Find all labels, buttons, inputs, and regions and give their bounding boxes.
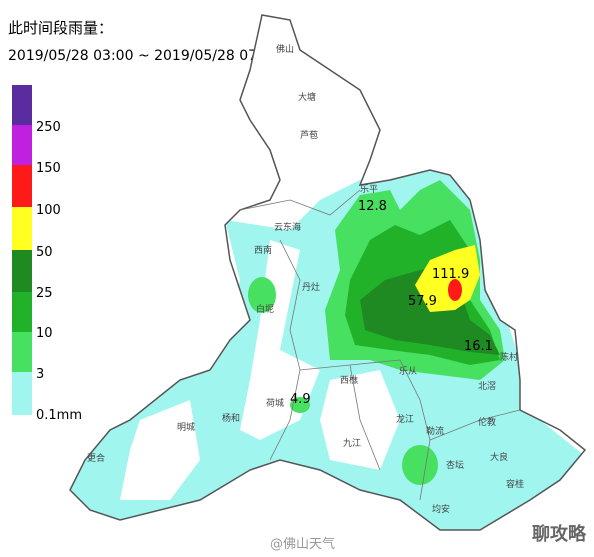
place-label: 龙江 — [396, 413, 414, 425]
place-label: 杏坛 — [446, 459, 464, 471]
rain-readings: 12.8 111.9 57.9 16.1 4.9 — [290, 199, 493, 407]
place-label: 容桂 — [506, 478, 524, 490]
legend-label: 0.1mm — [36, 408, 82, 423]
legend-label: 3 — [36, 367, 44, 382]
place-label: 勒流 — [426, 425, 444, 437]
reading: 4.9 — [290, 392, 311, 407]
place-label: 北滘 — [478, 381, 496, 392]
legend-label: 25 — [36, 286, 53, 301]
place-label: 九江 — [343, 438, 361, 449]
legend-label: 10 — [36, 326, 53, 341]
district-borders — [239, 189, 521, 501]
reading: 57.9 — [408, 294, 437, 309]
place-label: 佛山 — [276, 43, 294, 55]
title: 此时间段雨量： — [8, 19, 113, 37]
reading: 16.1 — [464, 339, 493, 354]
time-range: 2019/05/28 03:00 ~ 2019/05/28 07:00 — [8, 48, 280, 64]
place-label: 芦苞 — [300, 129, 318, 141]
place-label: 西南 — [254, 244, 272, 256]
place-label: 荷城 — [266, 398, 284, 409]
legend-label: 50 — [36, 245, 53, 260]
place-label: 大塘 — [298, 91, 316, 103]
place-label: 杨和 — [222, 412, 240, 424]
place-label: 白坭 — [256, 303, 274, 315]
place-label: 乐平 — [360, 183, 378, 195]
place-label: 西樵 — [340, 374, 358, 386]
place-label: 明城 — [177, 422, 195, 433]
legend-labels: 250 150 100 50 25 10 3 0.1mm — [36, 120, 82, 423]
legend-label: 100 — [36, 203, 61, 218]
reading: 12.8 — [358, 199, 387, 214]
place-label: 大良 — [490, 451, 508, 463]
legend-bar — [12, 85, 32, 415]
legend-label: 250 — [36, 120, 61, 135]
place-label: 云东海 — [274, 221, 301, 233]
reading: 111.9 — [432, 267, 469, 282]
legend-label: 150 — [36, 161, 61, 176]
place-label: 均安 — [432, 503, 450, 515]
place-label: 丹灶 — [302, 281, 320, 293]
place-labels: 佛山 大塘 芦苞 乐平 云东海 西南 白坭 丹灶 西樵 荷城 杨和 明城 更合 … — [87, 43, 524, 515]
place-label: 陈村 — [500, 351, 518, 363]
city-outline — [69, 14, 587, 531]
place-label: 伦教 — [478, 416, 496, 428]
place-label: 更合 — [87, 452, 105, 464]
place-label: 乐从 — [399, 365, 417, 377]
watermark: @佛山天气 — [270, 536, 335, 552]
watermark: 聊攻略 — [532, 523, 587, 545]
